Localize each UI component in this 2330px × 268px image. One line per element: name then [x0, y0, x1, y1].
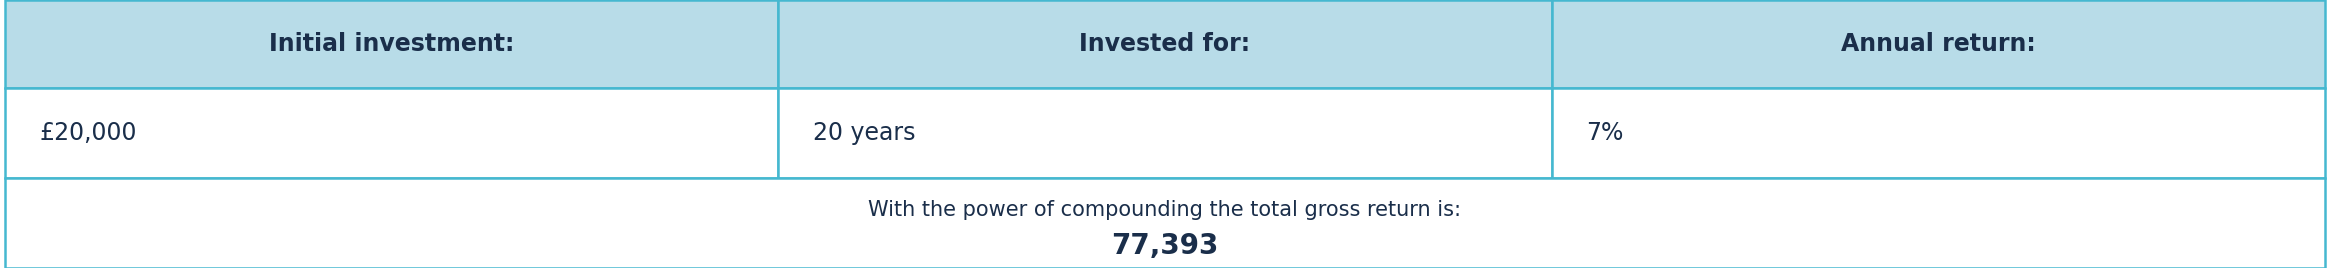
Bar: [1552, 0, 2325, 88]
Bar: [1552, 88, 2325, 178]
Text: Invested for:: Invested for:: [1079, 32, 1251, 56]
Bar: [778, 88, 1552, 178]
Text: With the power of compounding the total gross return is:: With the power of compounding the total …: [869, 199, 1461, 219]
Bar: [778, 0, 1552, 88]
Text: Annual return:: Annual return:: [1841, 32, 2036, 56]
Bar: [5, 178, 2325, 268]
Text: Initial investment:: Initial investment:: [268, 32, 515, 56]
Text: 77,393: 77,393: [1111, 232, 1219, 259]
Bar: [5, 0, 778, 88]
Bar: [5, 88, 778, 178]
Text: 20 years: 20 years: [813, 121, 916, 145]
Text: 7%: 7%: [1587, 121, 1624, 145]
Text: £20,000: £20,000: [40, 121, 137, 145]
